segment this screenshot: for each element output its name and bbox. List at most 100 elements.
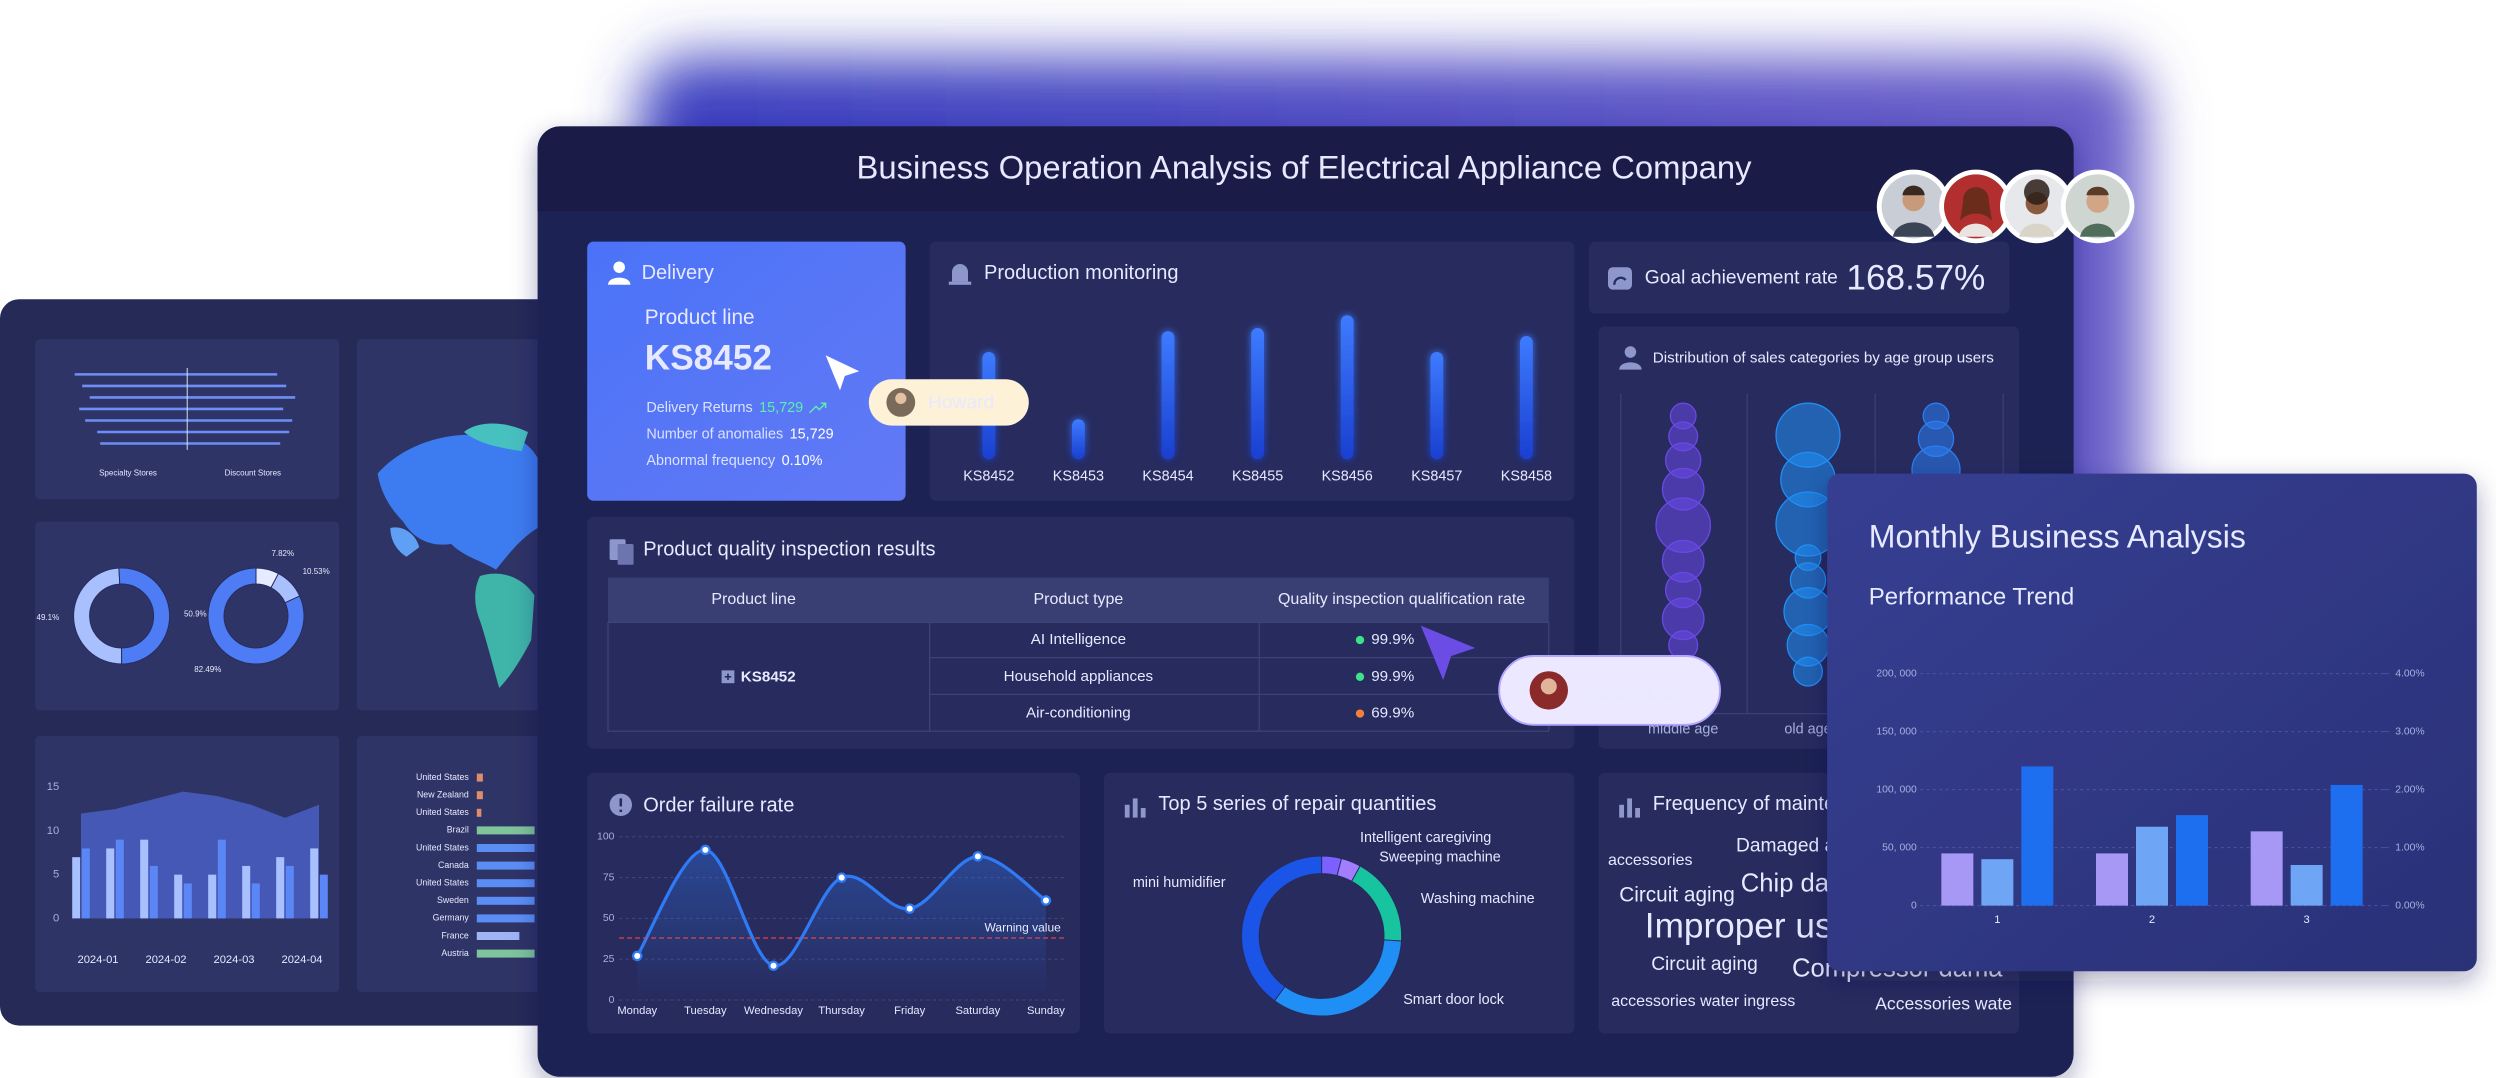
- cloud-word: Improper us: [1645, 906, 1833, 945]
- y-tick-label: Germany: [433, 913, 470, 923]
- bar: [276, 857, 285, 919]
- pie-segment: [118, 567, 171, 665]
- left-dashboard: 49.1% 50.9% 7.82% 10.53% 82.49% 0 5 10 15 2024-01…: [0, 299, 576, 1026]
- cloud-word: Circuit aging: [1619, 884, 1735, 907]
- delivery-card: [587, 241, 906, 501]
- product-line-cell: KS8452: [741, 669, 796, 686]
- y-tick-label: United States: [416, 772, 469, 782]
- y2-tick-label: 0.00%: [2395, 900, 2424, 911]
- cursor-howard: Howard: [825, 355, 1029, 426]
- y-tick-label: United States: [416, 842, 469, 852]
- column-header: Product line: [711, 591, 796, 608]
- x-tick-label: Tuesday: [684, 1005, 727, 1017]
- cloud-word: Damaged ac: [1736, 835, 1845, 856]
- bubble: [1792, 656, 1824, 687]
- bar: [476, 844, 535, 852]
- x-tick-label: 1: [1994, 914, 2000, 926]
- status-dot: [1355, 709, 1365, 718]
- y-tick-label: 50, 000: [1882, 842, 1917, 853]
- badge-avatar-face: [895, 392, 907, 404]
- y-tick-label: 0: [609, 995, 615, 1006]
- main-title: Business Operation Analysis of Electrica…: [856, 148, 1752, 185]
- y-tick-label: 0: [53, 912, 59, 924]
- x-tick-label: KS8455: [1232, 469, 1283, 485]
- bar: [476, 879, 535, 888]
- cloud-word: accessories water ingress: [1611, 993, 1795, 1010]
- series-label: Discount Stores: [225, 469, 281, 478]
- panel-title: Monthly Business Analysis: [1869, 519, 2246, 555]
- card-title: Frequency of mainte: [1653, 793, 1835, 815]
- delivery-row: Delivery Returns 15,729: [646, 400, 803, 416]
- bar: [115, 839, 124, 919]
- bar: [1340, 315, 1354, 460]
- y-tick-label: 25: [603, 954, 615, 965]
- pie-label: Smart door lock: [1403, 992, 1505, 1008]
- y-tick-label: 150, 000: [1876, 726, 1917, 737]
- bar: [476, 773, 483, 782]
- person-icon: [608, 261, 631, 285]
- bar: [1520, 336, 1533, 460]
- table-cell: AI Intelligence: [1031, 631, 1126, 648]
- x-tick-label: Thursday: [818, 1005, 865, 1017]
- y2-tick-label: 2.00%: [2395, 784, 2424, 795]
- card: [1104, 772, 1575, 1034]
- cloud-word: Accessories wate: [1875, 993, 2012, 1013]
- y-tick-label: 0: [1911, 900, 1917, 911]
- cursor-name: Howard: [928, 392, 994, 413]
- pie-segment: [1241, 855, 1323, 1002]
- panel-subtitle: Performance Trend: [1869, 584, 2074, 611]
- y-tick-label: Sweden: [437, 895, 469, 905]
- doc-icon: [609, 539, 634, 565]
- row-label: Abnormal frequency: [646, 453, 776, 469]
- bar: [476, 861, 535, 870]
- y-tick-label: 100: [597, 832, 615, 843]
- cursor-arrow: [825, 355, 860, 391]
- x-tick-label: old age: [1784, 721, 1831, 737]
- card-title: Top 5 series of repair quantities: [1158, 793, 1436, 815]
- monthly-chart: 0 50, 000 100, 000 150, 000 200, 000 0.00% 1.0…: [1876, 668, 2424, 926]
- bar: [476, 932, 520, 940]
- bar: [310, 848, 319, 919]
- badge-avatar-face: [1540, 678, 1557, 695]
- bar: [476, 914, 535, 923]
- x-tick-label: KS8453: [1053, 469, 1104, 485]
- y-tick-label: Brazil: [447, 825, 469, 835]
- expand-icon: [721, 670, 735, 684]
- pie-label: Intelligent caregiving: [1360, 830, 1491, 846]
- table-cell: 99.9%: [1371, 631, 1414, 648]
- table-cell: Air-conditioning: [1026, 705, 1131, 722]
- goal-card: [1588, 241, 2010, 314]
- cursor-jessica: Jessica: [1420, 625, 1721, 726]
- y2-tick-label: 4.00%: [2395, 668, 2424, 679]
- bar: [2330, 784, 2363, 906]
- pie-segment: [207, 567, 305, 665]
- bar: [242, 865, 251, 919]
- series-label: Specialty Stores: [99, 469, 157, 478]
- table-cell: 99.9%: [1371, 668, 1414, 685]
- bar: [1072, 419, 1085, 460]
- y-tick-label: New Zealand: [417, 790, 469, 800]
- left-card: [356, 736, 565, 992]
- row-value: 0.10%: [782, 453, 823, 469]
- x-tick-label: KS8456: [1322, 469, 1373, 485]
- bar: [476, 896, 535, 905]
- value-label: 7.82%: [271, 549, 294, 558]
- x-tick-label: 2024-02: [145, 954, 186, 966]
- main-header: [537, 126, 2074, 212]
- y-tick-label: 15: [47, 781, 59, 793]
- y2-tick-label: 3.00%: [2395, 726, 2424, 737]
- x-tick-label: 2024-01: [77, 954, 118, 966]
- x-tick-label: 2024-04: [281, 954, 322, 966]
- world-map: [377, 423, 541, 688]
- person-icon: [1619, 346, 1642, 370]
- goal-value: 168.57%: [1846, 258, 1985, 297]
- chart-icon: [1619, 798, 1640, 818]
- bar: [1430, 352, 1444, 460]
- alarm-icon: [948, 264, 972, 285]
- delivery-row: Number of anomalies 15,729: [646, 426, 833, 442]
- goal-label: Goal achievement rate: [1645, 267, 1838, 288]
- bar: [1251, 328, 1264, 460]
- row-label: Number of anomalies: [646, 426, 783, 442]
- bar: [319, 874, 328, 919]
- point: [631, 950, 643, 962]
